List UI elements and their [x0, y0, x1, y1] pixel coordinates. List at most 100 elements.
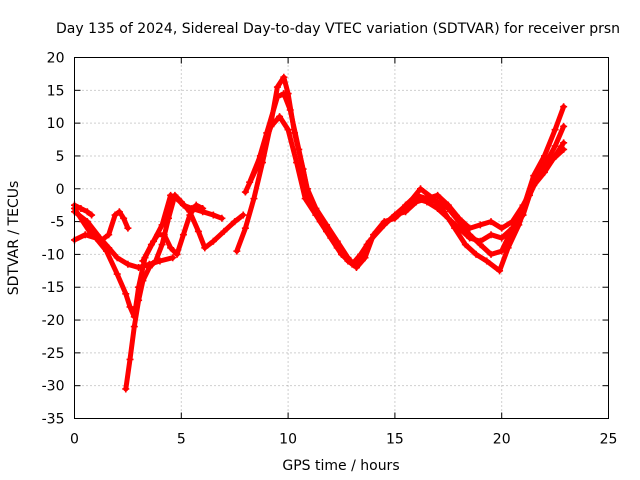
x-axis-label: GPS time / hours — [282, 458, 399, 474]
data-point-marker — [276, 113, 284, 121]
data-point-marker — [508, 218, 516, 226]
data-point-marker — [461, 241, 469, 249]
data-point-marker — [220, 227, 228, 235]
data-point-marker — [126, 303, 134, 311]
data-point-marker — [246, 178, 254, 186]
data-point-marker — [434, 191, 442, 199]
data-point-marker — [466, 224, 474, 232]
x-tick-labels: 0 5 10 15 20 25 — [70, 432, 617, 448]
data-point-marker — [295, 145, 303, 153]
data-point-marker — [560, 103, 568, 111]
data-point-marker — [250, 195, 258, 203]
data-point-marker — [323, 227, 331, 235]
y-tick-label: -5 — [51, 215, 65, 231]
data-point-marker — [77, 204, 85, 212]
data-point-marker — [169, 254, 177, 262]
data-point-marker — [504, 244, 512, 252]
data-point-marker — [81, 231, 89, 239]
data-point-marker — [344, 257, 352, 265]
y-tick-label: 5 — [56, 149, 65, 165]
data-point-marker — [391, 211, 399, 219]
data-point-marker — [293, 159, 301, 167]
data-point-marker — [496, 267, 504, 275]
data-point-marker — [218, 214, 226, 222]
data-point-marker — [154, 231, 162, 239]
x-tick-label: 25 — [600, 432, 618, 448]
data-point-marker — [483, 257, 491, 265]
data-point-marker — [273, 93, 281, 101]
y-tick-label: -10 — [42, 247, 65, 263]
y-tick-label: -15 — [42, 280, 65, 296]
data-point-marker — [105, 231, 113, 239]
data-point-marker — [355, 260, 363, 268]
data-point-marker — [113, 270, 121, 278]
data-point-marker — [105, 244, 113, 252]
data-point-marker — [120, 214, 128, 222]
data-point-marker — [498, 224, 506, 232]
data-point-marker — [124, 224, 132, 232]
data-point-marker — [158, 241, 166, 249]
data-point-marker — [130, 323, 138, 331]
data-point-marker — [88, 231, 96, 239]
data-point-marker — [83, 208, 91, 216]
plot-frame — [74, 57, 609, 419]
data-point-marker — [273, 83, 281, 91]
data-point-marker — [177, 198, 185, 206]
data-point-marker — [363, 241, 371, 249]
data-point-marker — [173, 250, 181, 258]
data-point-marker — [164, 214, 172, 222]
data-point-marker — [284, 126, 292, 134]
data-point-marker — [147, 241, 155, 249]
data-point-marker — [88, 211, 96, 219]
data-point-marker — [487, 250, 495, 258]
data-point-marker — [440, 208, 448, 216]
data-point-marker — [160, 231, 168, 239]
data-point-marker — [171, 191, 179, 199]
data-point-marker — [233, 247, 241, 255]
data-point-marker — [402, 201, 410, 209]
data-point-marker — [423, 195, 431, 203]
data-point-marker — [239, 211, 247, 219]
y-tick-label: -20 — [42, 313, 65, 329]
data-point-marker — [256, 152, 264, 160]
series-line-track-e — [123, 192, 246, 392]
data-point-marker — [472, 250, 480, 258]
series-line-track-b — [72, 202, 95, 218]
y-tick-label: 10 — [47, 116, 65, 132]
y-tick-labels: -35 -30 -25 -20 -15 -10 -5 0 5 10 15 20 — [42, 51, 65, 428]
y-tick-label: -35 — [42, 412, 65, 428]
data-point-marker — [376, 224, 384, 232]
data-point-marker — [122, 385, 130, 393]
series-line-track-i — [247, 114, 567, 274]
y-tick-label: 15 — [47, 83, 65, 99]
data-point-marker — [111, 211, 119, 219]
data-point-marker — [312, 211, 320, 219]
y-tick-label: -30 — [42, 379, 65, 395]
x-tick-label: 5 — [177, 432, 186, 448]
data-point-marker — [83, 218, 91, 226]
data-point-marker — [209, 237, 217, 245]
data-point-marker — [498, 234, 506, 242]
data-point-marker — [124, 260, 132, 268]
data-point-marker — [455, 214, 463, 222]
data-point-marker — [241, 188, 249, 196]
data-point-marker — [333, 244, 341, 252]
data-point-marker — [551, 142, 559, 150]
data-point-marker — [122, 290, 130, 298]
data-point-marker — [417, 185, 425, 193]
data-point-marker — [186, 211, 194, 219]
data-point-marker — [267, 122, 275, 130]
x-tick-label: 10 — [279, 432, 297, 448]
data-point-marker — [498, 247, 506, 255]
series-line-track-h — [242, 91, 567, 270]
data-point-marker — [560, 139, 568, 147]
data-point-marker — [412, 191, 420, 199]
data-point-marker — [139, 257, 147, 265]
y-tick-label: 20 — [47, 51, 65, 67]
data-point-marker — [126, 355, 134, 363]
data-point-marker — [199, 204, 207, 212]
x-tick-label: 15 — [386, 432, 404, 448]
x-tick-label: 0 — [70, 432, 79, 448]
data-point-marker — [241, 224, 249, 232]
data-point-marker — [476, 237, 484, 245]
